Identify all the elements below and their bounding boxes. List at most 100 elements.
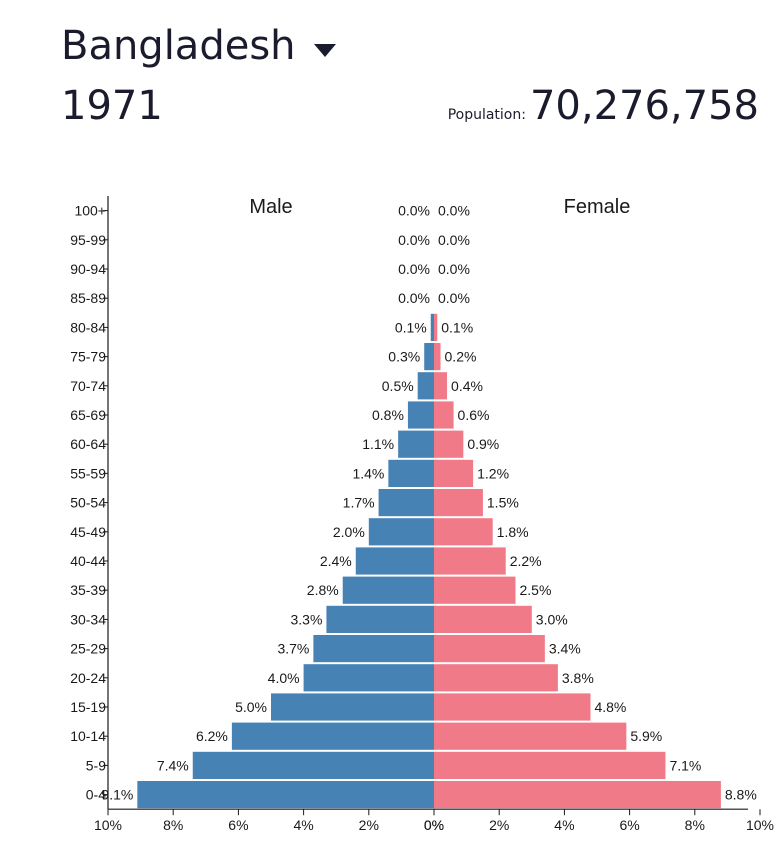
male-value-label: 0.0%	[398, 232, 430, 248]
female-bar-55-59	[434, 459, 474, 487]
female-value-label: 5.9%	[630, 728, 662, 744]
x-tick-label: 8%	[163, 817, 183, 833]
male-value-label: 2.4%	[320, 553, 352, 569]
age-group-label: 35-39	[70, 582, 106, 598]
age-group-label: 50-54	[70, 495, 106, 511]
age-group-label: 5-9	[86, 757, 106, 773]
x-tick-label: 2%	[489, 817, 509, 833]
age-group-label: 40-44	[70, 553, 106, 569]
female-value-label: 0.0%	[438, 261, 470, 277]
male-value-label: 2.0%	[333, 524, 365, 540]
age-group-label: 45-49	[70, 524, 106, 540]
age-group-label: 90-94	[70, 261, 106, 277]
age-group-label: 65-69	[70, 407, 106, 423]
female-value-label: 2.2%	[510, 553, 542, 569]
age-group-label: 10-14	[70, 728, 106, 744]
female-value-label: 0.9%	[467, 436, 499, 452]
male-value-label: 2.8%	[307, 582, 339, 598]
country-selector[interactable]: Bangladesh	[61, 22, 336, 70]
female-value-label: 0.4%	[451, 378, 483, 394]
female-value-label: 4.8%	[594, 699, 626, 715]
x-tick-label: 2%	[359, 817, 379, 833]
caret-down-icon[interactable]	[313, 43, 336, 57]
female-bar-60-64	[434, 430, 464, 458]
male-value-label: 6.2%	[196, 728, 228, 744]
female-value-label: 0.0%	[438, 203, 470, 219]
male-bar-25-29	[313, 635, 434, 663]
female-series-title: Female	[564, 196, 631, 218]
female-value-label: 0.0%	[438, 290, 470, 306]
female-bar-20-24	[434, 664, 558, 692]
age-group-label: 85-89	[70, 290, 106, 306]
female-value-label: 0.6%	[458, 407, 490, 423]
male-bar-10-14	[231, 722, 434, 750]
bars-layer	[137, 313, 721, 809]
x-tick-label: 4%	[554, 817, 574, 833]
male-bar-55-59	[388, 459, 434, 487]
female-bar-75-79	[434, 343, 441, 371]
age-group-label: 75-79	[70, 349, 106, 365]
male-value-label: 5.0%	[235, 699, 267, 715]
female-value-label: 8.8%	[725, 787, 757, 803]
male-value-label: 0.1%	[395, 319, 427, 335]
male-value-label: 0.3%	[388, 349, 420, 365]
axes-layer: 0-4 5-9 10-14 15-19 20-24 25-29 30-34 35-39 40-4…	[70, 196, 774, 833]
male-value-label: 0.0%	[398, 290, 430, 306]
male-bar-80-84	[430, 313, 434, 341]
male-bar-30-34	[326, 605, 434, 633]
female-value-label: 3.0%	[536, 611, 568, 627]
female-value-label: 2.5%	[520, 582, 552, 598]
female-bar-65-69	[434, 401, 454, 429]
x-tick-label: 6%	[619, 817, 639, 833]
female-bar-70-74	[434, 372, 448, 400]
age-group-label: 80-84	[70, 319, 106, 335]
age-group-label: 25-29	[70, 641, 106, 657]
age-group-label: 55-59	[70, 465, 106, 481]
male-value-label: 4.0%	[268, 670, 300, 686]
female-value-label: 3.8%	[562, 670, 594, 686]
male-bar-75-79	[424, 343, 434, 371]
x-tick-label: 8%	[685, 817, 705, 833]
bar-labels-layer: 9.1% 8.8% 7.4% 7.1% 6.2% 5.9% 5.0% 4.8% 4.0% 3.8%…	[101, 203, 756, 803]
male-value-label: 0.0%	[398, 203, 430, 219]
age-group-label: 30-34	[70, 611, 106, 627]
male-value-label: 3.7%	[277, 641, 309, 657]
male-bar-40-44	[355, 547, 434, 575]
male-value-label: 9.1%	[101, 787, 133, 803]
female-bar-25-29	[434, 635, 545, 663]
male-bar-50-54	[378, 489, 434, 517]
x-tick-label: 6%	[228, 817, 248, 833]
age-group-label: 0-4	[86, 787, 106, 803]
female-bar-30-34	[434, 605, 532, 633]
male-bar-70-74	[417, 372, 434, 400]
age-group-label: 15-19	[70, 699, 106, 715]
male-bar-35-39	[342, 576, 434, 604]
female-bar-5-9	[434, 751, 666, 779]
female-bar-50-54	[434, 489, 483, 517]
female-value-label: 3.4%	[549, 641, 581, 657]
male-value-label: 1.4%	[352, 465, 384, 481]
female-value-label: 0.2%	[445, 349, 477, 365]
female-bar-35-39	[434, 576, 516, 604]
male-bar-20-24	[303, 664, 434, 692]
female-value-label: 1.8%	[497, 524, 529, 540]
male-bar-0-4	[137, 781, 434, 809]
female-value-label: 7.1%	[669, 757, 701, 773]
population-label: Population:	[447, 107, 526, 123]
male-value-label: 7.4%	[157, 757, 189, 773]
x-tick-label: 0%	[424, 817, 444, 833]
male-bar-45-49	[368, 518, 434, 546]
x-tick-label: 4%	[293, 817, 313, 833]
x-tick-label: 0%	[424, 817, 444, 833]
age-group-label: 60-64	[70, 436, 106, 452]
age-group-label: 100+	[74, 203, 106, 219]
population-readout: Population: 70,276,758	[448, 82, 759, 130]
male-bar-60-64	[398, 430, 434, 458]
female-bar-0-4	[434, 781, 721, 809]
age-group-label: 95-99	[70, 232, 106, 248]
country-name: Bangladesh	[61, 23, 296, 69]
male-value-label: 0.0%	[398, 261, 430, 277]
male-value-label: 0.8%	[372, 407, 404, 423]
female-bar-40-44	[434, 547, 506, 575]
